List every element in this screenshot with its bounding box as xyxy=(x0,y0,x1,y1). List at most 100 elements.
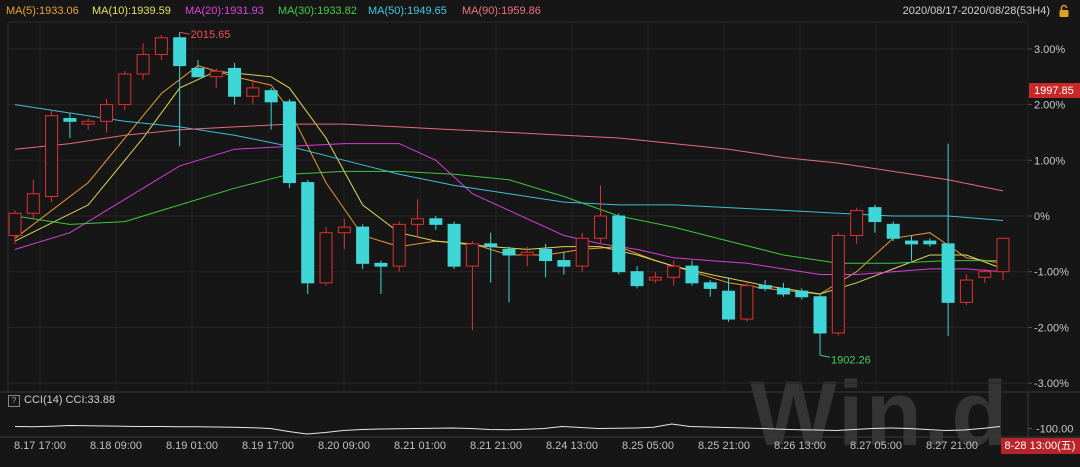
candle-down xyxy=(484,243,498,248)
candle-up xyxy=(81,120,95,125)
candle-up xyxy=(45,115,59,198)
candle-down xyxy=(356,226,370,264)
candle-up xyxy=(959,279,973,303)
candle-down xyxy=(374,262,388,267)
x-tick-label: 8.18 09:00 xyxy=(90,440,142,452)
lock-icon[interactable] xyxy=(1058,4,1070,18)
candle-up xyxy=(648,276,662,281)
candle-down xyxy=(722,290,736,320)
candle-up xyxy=(978,271,992,278)
x-tick-label: 8-28 13:00(五) xyxy=(1005,440,1076,452)
candle-up xyxy=(337,226,351,234)
y-tick-label: -1.00% xyxy=(1034,267,1069,279)
y-tick-label: 3.00% xyxy=(1034,44,1065,56)
candle-down xyxy=(539,248,553,262)
candle-down xyxy=(282,101,296,184)
candle-down xyxy=(447,223,461,267)
low-price-label: 1902.26 xyxy=(831,354,871,366)
y-tick-label: 2.00% xyxy=(1034,100,1065,112)
current-price-tag xyxy=(1029,83,1080,98)
candle-up xyxy=(246,87,260,97)
candle-up xyxy=(154,37,168,55)
x-tick-label: 8.25 05:00 xyxy=(622,440,674,452)
candle-up xyxy=(99,104,113,122)
candle-down xyxy=(557,260,571,267)
x-tick-label: 8.27 21:00 xyxy=(926,440,978,452)
candle-down xyxy=(429,218,443,225)
cci-line xyxy=(14,423,1001,435)
candle-down xyxy=(776,287,790,295)
candle-down xyxy=(173,37,187,67)
candle-down xyxy=(612,215,626,273)
high-price-label: 2015.65 xyxy=(191,29,231,41)
x-tick-label: 8.27 05:00 xyxy=(850,440,902,452)
candle-up xyxy=(850,209,864,236)
candle-up xyxy=(392,223,406,267)
candle-up xyxy=(319,232,333,284)
candle-up xyxy=(411,218,425,225)
candle-down xyxy=(228,67,242,97)
x-tick-label: 8.24 13:00 xyxy=(546,440,598,452)
y-tick-label: 1.00% xyxy=(1034,155,1065,167)
candle-up xyxy=(740,285,754,320)
current-price-value: 1997.85 xyxy=(1034,85,1074,97)
candle-down xyxy=(63,118,77,122)
x-tick-label: 8.21 21:00 xyxy=(470,440,522,452)
indicator-bar: MA(5):1933.06 MA(10):1939.59 MA(20):1931… xyxy=(0,0,1080,22)
candle-up xyxy=(209,70,223,78)
candle-up xyxy=(996,237,1010,273)
x-cursor-tag xyxy=(1001,438,1080,454)
candle-down xyxy=(301,182,315,284)
candle-up xyxy=(8,212,22,236)
candle-down xyxy=(813,296,827,334)
x-tick-label: 8.19 01:00 xyxy=(166,440,218,452)
watermark-logo: Win.d xyxy=(750,363,1010,465)
x-tick-label: 8.19 17:00 xyxy=(242,440,294,452)
candle-up xyxy=(520,251,534,256)
ma90-legend[interactable]: MA(90):1959.86 xyxy=(462,5,541,17)
candle-down xyxy=(264,90,278,103)
cci-value: CCI(14) CCI:33.88 xyxy=(24,394,116,406)
y-tick-label: -3.00% xyxy=(1034,378,1069,390)
ma20-legend[interactable]: MA(20):1931.93 xyxy=(185,5,264,17)
candle-down xyxy=(795,290,809,298)
x-tick-label: 8.17 17:00 xyxy=(14,440,66,452)
ma-line xyxy=(14,104,1004,221)
candle-up xyxy=(26,193,40,214)
candle-down xyxy=(886,223,900,239)
cci-legend: ? CCI(14) CCI:33.88 xyxy=(8,394,115,407)
date-range: 2020/08/17-2020/08/28(53H4) xyxy=(902,5,1050,17)
candle-down xyxy=(758,285,772,289)
candle-up xyxy=(136,53,150,75)
x-tick-label: 8.25 21:00 xyxy=(698,440,750,452)
candle-up xyxy=(831,234,845,334)
candle-down xyxy=(703,282,717,289)
candle-up xyxy=(118,73,132,106)
candle-up xyxy=(465,243,479,267)
cci-tick-label: -100.00 xyxy=(1036,424,1073,436)
candle-down xyxy=(685,265,699,284)
candle-down xyxy=(191,67,205,78)
candle-up xyxy=(593,215,607,239)
help-icon[interactable]: ? xyxy=(8,395,20,407)
ma50-legend[interactable]: MA(50):1949.65 xyxy=(368,5,447,17)
y-tick-label: -2.00% xyxy=(1034,322,1069,334)
ma-line xyxy=(14,123,1004,192)
annotation-pointer xyxy=(179,31,190,35)
candle-down xyxy=(905,240,919,245)
ma30-legend[interactable]: MA(30):1933.82 xyxy=(278,5,357,17)
candle-down xyxy=(502,248,516,256)
candle-up xyxy=(575,237,589,267)
y-tick-label: 0% xyxy=(1034,211,1050,223)
x-tick-label: 8.20 09:00 xyxy=(318,440,370,452)
candle-down xyxy=(868,207,882,223)
candle-down xyxy=(923,240,937,245)
candle-up xyxy=(667,265,681,278)
x-tick-label: 8.26 13:00 xyxy=(774,440,826,452)
x-tick-label: 8.21 01:00 xyxy=(394,440,446,452)
candle-down xyxy=(630,271,644,287)
ma5-legend[interactable]: MA(5):1933.06 xyxy=(6,5,79,17)
ma10-legend[interactable]: MA(10):1939.59 xyxy=(92,5,171,17)
annotation-pointer xyxy=(819,354,831,358)
